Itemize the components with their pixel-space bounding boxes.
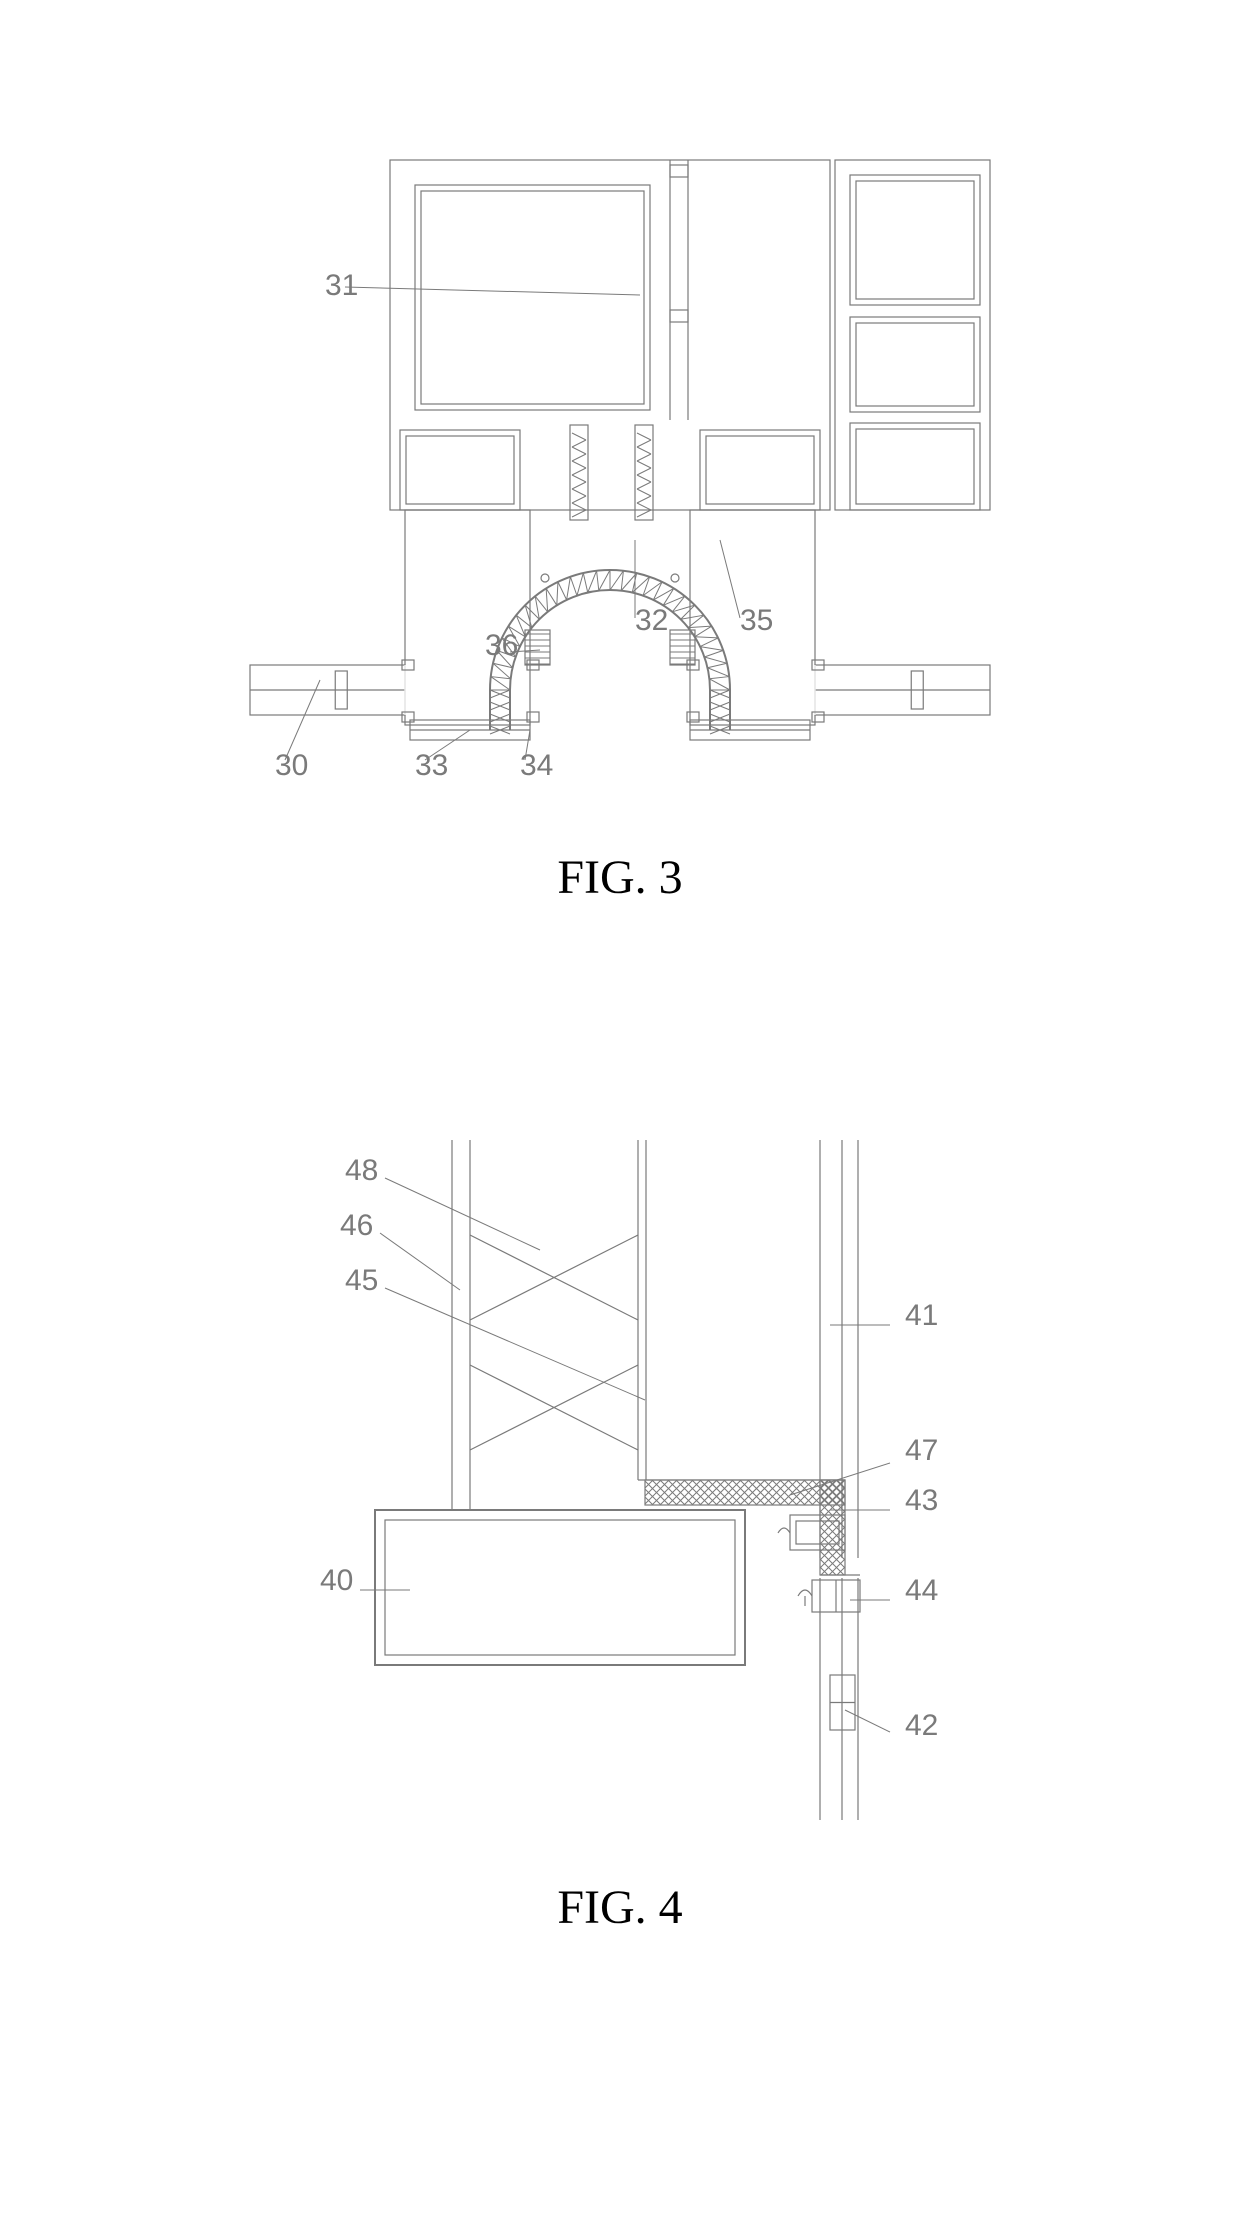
svg-text:45: 45 xyxy=(345,1264,378,1297)
svg-text:47: 47 xyxy=(905,1434,938,1467)
svg-text:42: 42 xyxy=(905,1709,938,1742)
figure-3-caption: FIG. 3 xyxy=(0,850,1240,905)
figure-4-caption: FIG. 4 xyxy=(0,1880,1240,1935)
figure-4-drawing: 48 46 45 41 47 43 44 40 42 xyxy=(190,1060,1050,1860)
svg-text:32: 32 xyxy=(635,604,668,637)
page: 31 32 35 36 30 33 34 FIG. 3 48 46 45 41 47 43 44 40 42… xyxy=(0,0,1240,2233)
figure-3-drawing: 31 32 35 36 30 33 34 xyxy=(190,70,1050,830)
svg-text:31: 31 xyxy=(325,269,358,302)
svg-text:46: 46 xyxy=(340,1209,373,1242)
svg-text:30: 30 xyxy=(275,749,308,782)
svg-text:35: 35 xyxy=(740,604,773,637)
svg-text:43: 43 xyxy=(905,1484,938,1517)
svg-text:40: 40 xyxy=(320,1564,353,1597)
svg-text:36: 36 xyxy=(485,629,518,662)
figure-3: 31 32 35 36 30 33 34 FIG. 3 xyxy=(0,70,1240,905)
svg-text:48: 48 xyxy=(345,1154,378,1187)
svg-text:41: 41 xyxy=(905,1299,938,1332)
svg-text:44: 44 xyxy=(905,1574,938,1607)
svg-text:34: 34 xyxy=(520,749,553,782)
figure-4: 48 46 45 41 47 43 44 40 42 FIG. 4 xyxy=(0,1060,1240,1935)
svg-text:33: 33 xyxy=(415,749,448,782)
